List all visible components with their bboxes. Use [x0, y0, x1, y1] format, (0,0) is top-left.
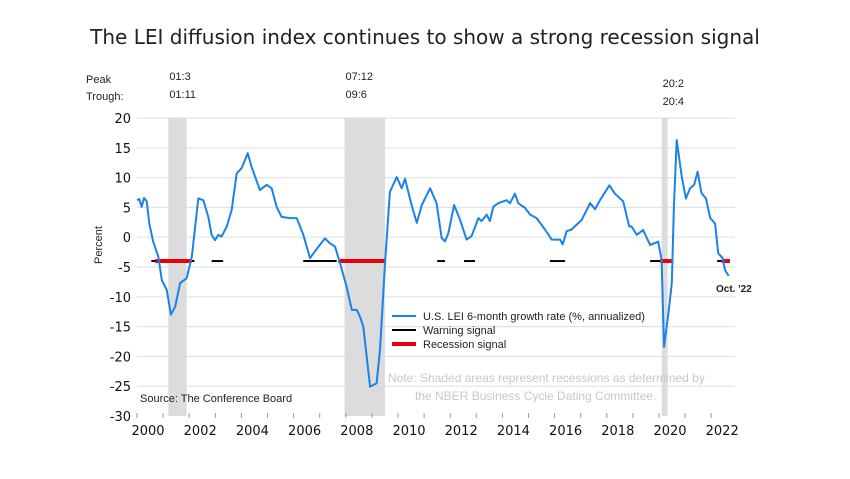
x-tick-label: 2000 [131, 424, 164, 439]
recession-peak-date: 01:3 [169, 71, 190, 83]
recession-trough-date: 09:6 [345, 89, 366, 101]
note-line-1: Note: Shaded areas represent recessions … [388, 371, 705, 385]
y-tick-label: 20 [114, 112, 131, 127]
recession-peak-date: 07:12 [345, 71, 373, 83]
recession-shading [661, 118, 668, 416]
x-tick-label: 2002 [184, 424, 217, 439]
y-tick-label: -5 [118, 261, 131, 276]
peak-label: Peak [86, 74, 112, 86]
x-tick-label: 2022 [706, 424, 739, 439]
note-line-2: the NBER Business Cycle Dating Committee… [415, 389, 656, 403]
x-tick-label: 2014 [497, 424, 530, 439]
y-tick-label: 15 [114, 142, 131, 157]
recession-peak-date: 20:2 [663, 78, 684, 90]
y-axis-label: Percent [93, 226, 105, 264]
y-tick-label: -20 [110, 350, 131, 365]
legend-label-lei: U.S. LEI 6-month growth rate (%, annuali… [423, 311, 645, 323]
recession-trough-date: 01:11 [169, 89, 196, 101]
legend-label-recession: Recession signal [423, 339, 506, 351]
y-tick-label: -30 [110, 410, 131, 425]
x-tick-label: 2012 [445, 424, 478, 439]
trough-label: Trough: [86, 91, 124, 103]
legend-label-warning: Warning signal [423, 325, 495, 337]
x-tick-label: 2008 [340, 424, 373, 439]
y-tick-label: 0 [123, 231, 131, 246]
x-tick-label: 2004 [236, 424, 269, 439]
recession-shading [344, 118, 385, 416]
y-tick-label: 5 [123, 201, 131, 216]
y-tick-label: 10 [114, 172, 131, 187]
x-tick-label: 2006 [288, 424, 321, 439]
x-tick-label: 2010 [392, 424, 425, 439]
x-tick-label: 2016 [549, 424, 582, 439]
y-tick-label: -25 [110, 380, 131, 395]
legend: U.S. LEI 6-month growth rate (%, annuali… [392, 311, 645, 351]
x-tick-label: 2018 [601, 424, 634, 439]
source-text: Source: The Conference Board [140, 393, 292, 405]
x-tick-label: 2020 [653, 424, 686, 439]
recession-trough-date: 20:4 [663, 96, 684, 108]
recession-shading [168, 118, 187, 416]
y-tick-label: -10 [110, 291, 131, 306]
lei-growth-line [136, 139, 730, 388]
chart-title: The LEI diffusion index continues to sho… [89, 25, 760, 49]
last-point-label: Oct. '22 [716, 284, 752, 295]
y-tick-label: -15 [110, 321, 131, 336]
